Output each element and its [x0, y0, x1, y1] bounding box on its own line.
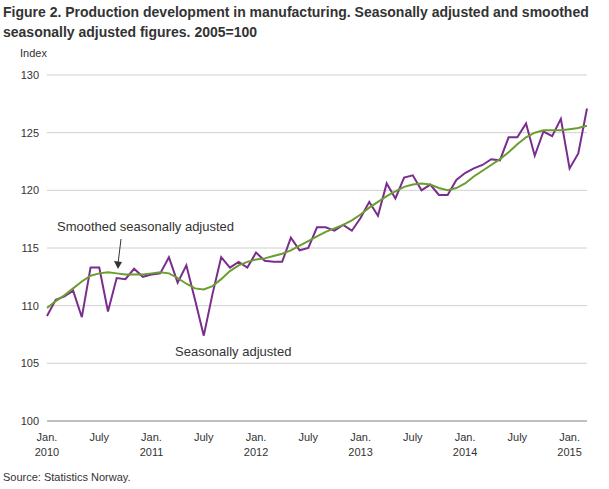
html-text:Smoothed seasonally adjusted: Smoothed seasonally adjusted — [57, 219, 235, 234]
svg-text:100: 100 — [21, 415, 39, 427]
svg-text:July: July — [194, 431, 214, 443]
svg-text:Jan.2015: Jan.2015 — [557, 431, 581, 458]
svg-text:115: 115 — [21, 242, 39, 254]
html-text:Source: Statistics Norway.: Source: Statistics Norway. — [3, 471, 131, 483]
svg-text:July: July — [299, 431, 319, 443]
html-text:Seasonally adjusted: Seasonally adjusted — [175, 344, 292, 359]
svg-text:Jan.2013: Jan.2013 — [348, 431, 372, 458]
svg-text:Jan.2014: Jan.2014 — [453, 431, 477, 458]
svg-text:130: 130 — [21, 69, 39, 81]
svg-text:July: July — [508, 431, 528, 443]
svg-text:July: July — [403, 431, 423, 443]
svg-text:125: 125 — [21, 127, 39, 139]
svg-text:105: 105 — [21, 357, 39, 369]
svg-text:120: 120 — [21, 184, 39, 196]
html-text:Figure 2. Production developme: Figure 2. Production development in manu… — [3, 4, 589, 40]
html-text:Index: Index — [20, 47, 47, 59]
svg-text:110: 110 — [21, 300, 39, 312]
svg-text:Jan.2012: Jan.2012 — [244, 431, 268, 458]
svg-text:Jan.2011: Jan.2011 — [140, 431, 164, 458]
svg-text:July: July — [89, 431, 109, 443]
svg-text:Jan.2010: Jan.2010 — [35, 431, 59, 458]
